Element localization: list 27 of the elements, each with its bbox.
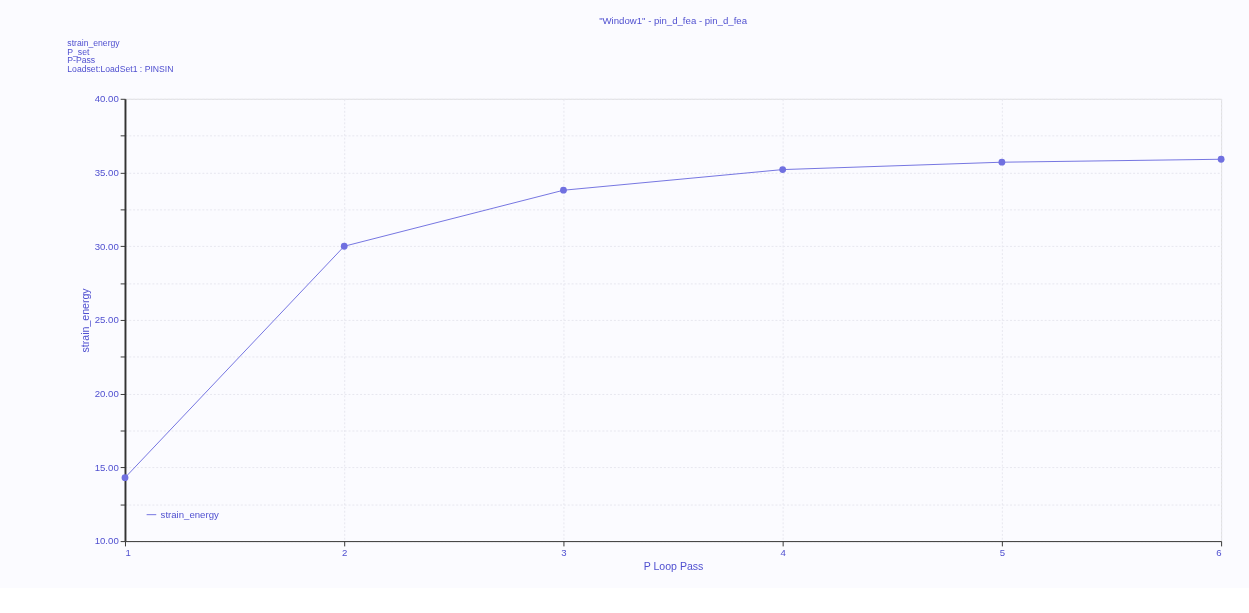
y-tick-label: 30.00	[94, 240, 119, 252]
x-tick-label: 5	[999, 547, 1006, 559]
x-tick-label: 6	[1216, 547, 1222, 559]
x-tick-label: 2	[342, 547, 348, 559]
text: P_set	[67, 46, 90, 57]
x-tick-label: 1	[125, 547, 131, 559]
text: strain_energy	[67, 37, 121, 48]
text: Loadset:LoadSet1 : PINSIN	[67, 63, 174, 74]
chart-title: "Window1" - pin_d_fea - pin_d_fea	[599, 14, 748, 26]
point	[998, 158, 1006, 166]
y-tick-label: 20.00	[94, 388, 119, 400]
y-tick-label: 40.00	[94, 93, 119, 105]
y-axis-title: strain_energy	[78, 287, 91, 353]
x-axis-title: P Loop Pass	[643, 560, 704, 573]
x-tick-label: 3	[561, 547, 567, 559]
legend-label: strain_energy	[160, 508, 219, 520]
y-tick-label: 35.00	[94, 166, 119, 178]
point	[779, 166, 787, 173]
y-tick-label: 15.00	[94, 461, 119, 473]
point	[1217, 155, 1225, 163]
point	[560, 186, 567, 194]
text: P-Pass	[67, 55, 96, 66]
point	[121, 474, 129, 482]
y-tick-label: 25.00	[94, 314, 119, 326]
x-tick-label: 4	[780, 547, 787, 559]
y-tick-label: 10.00	[94, 535, 119, 547]
point	[340, 242, 348, 250]
